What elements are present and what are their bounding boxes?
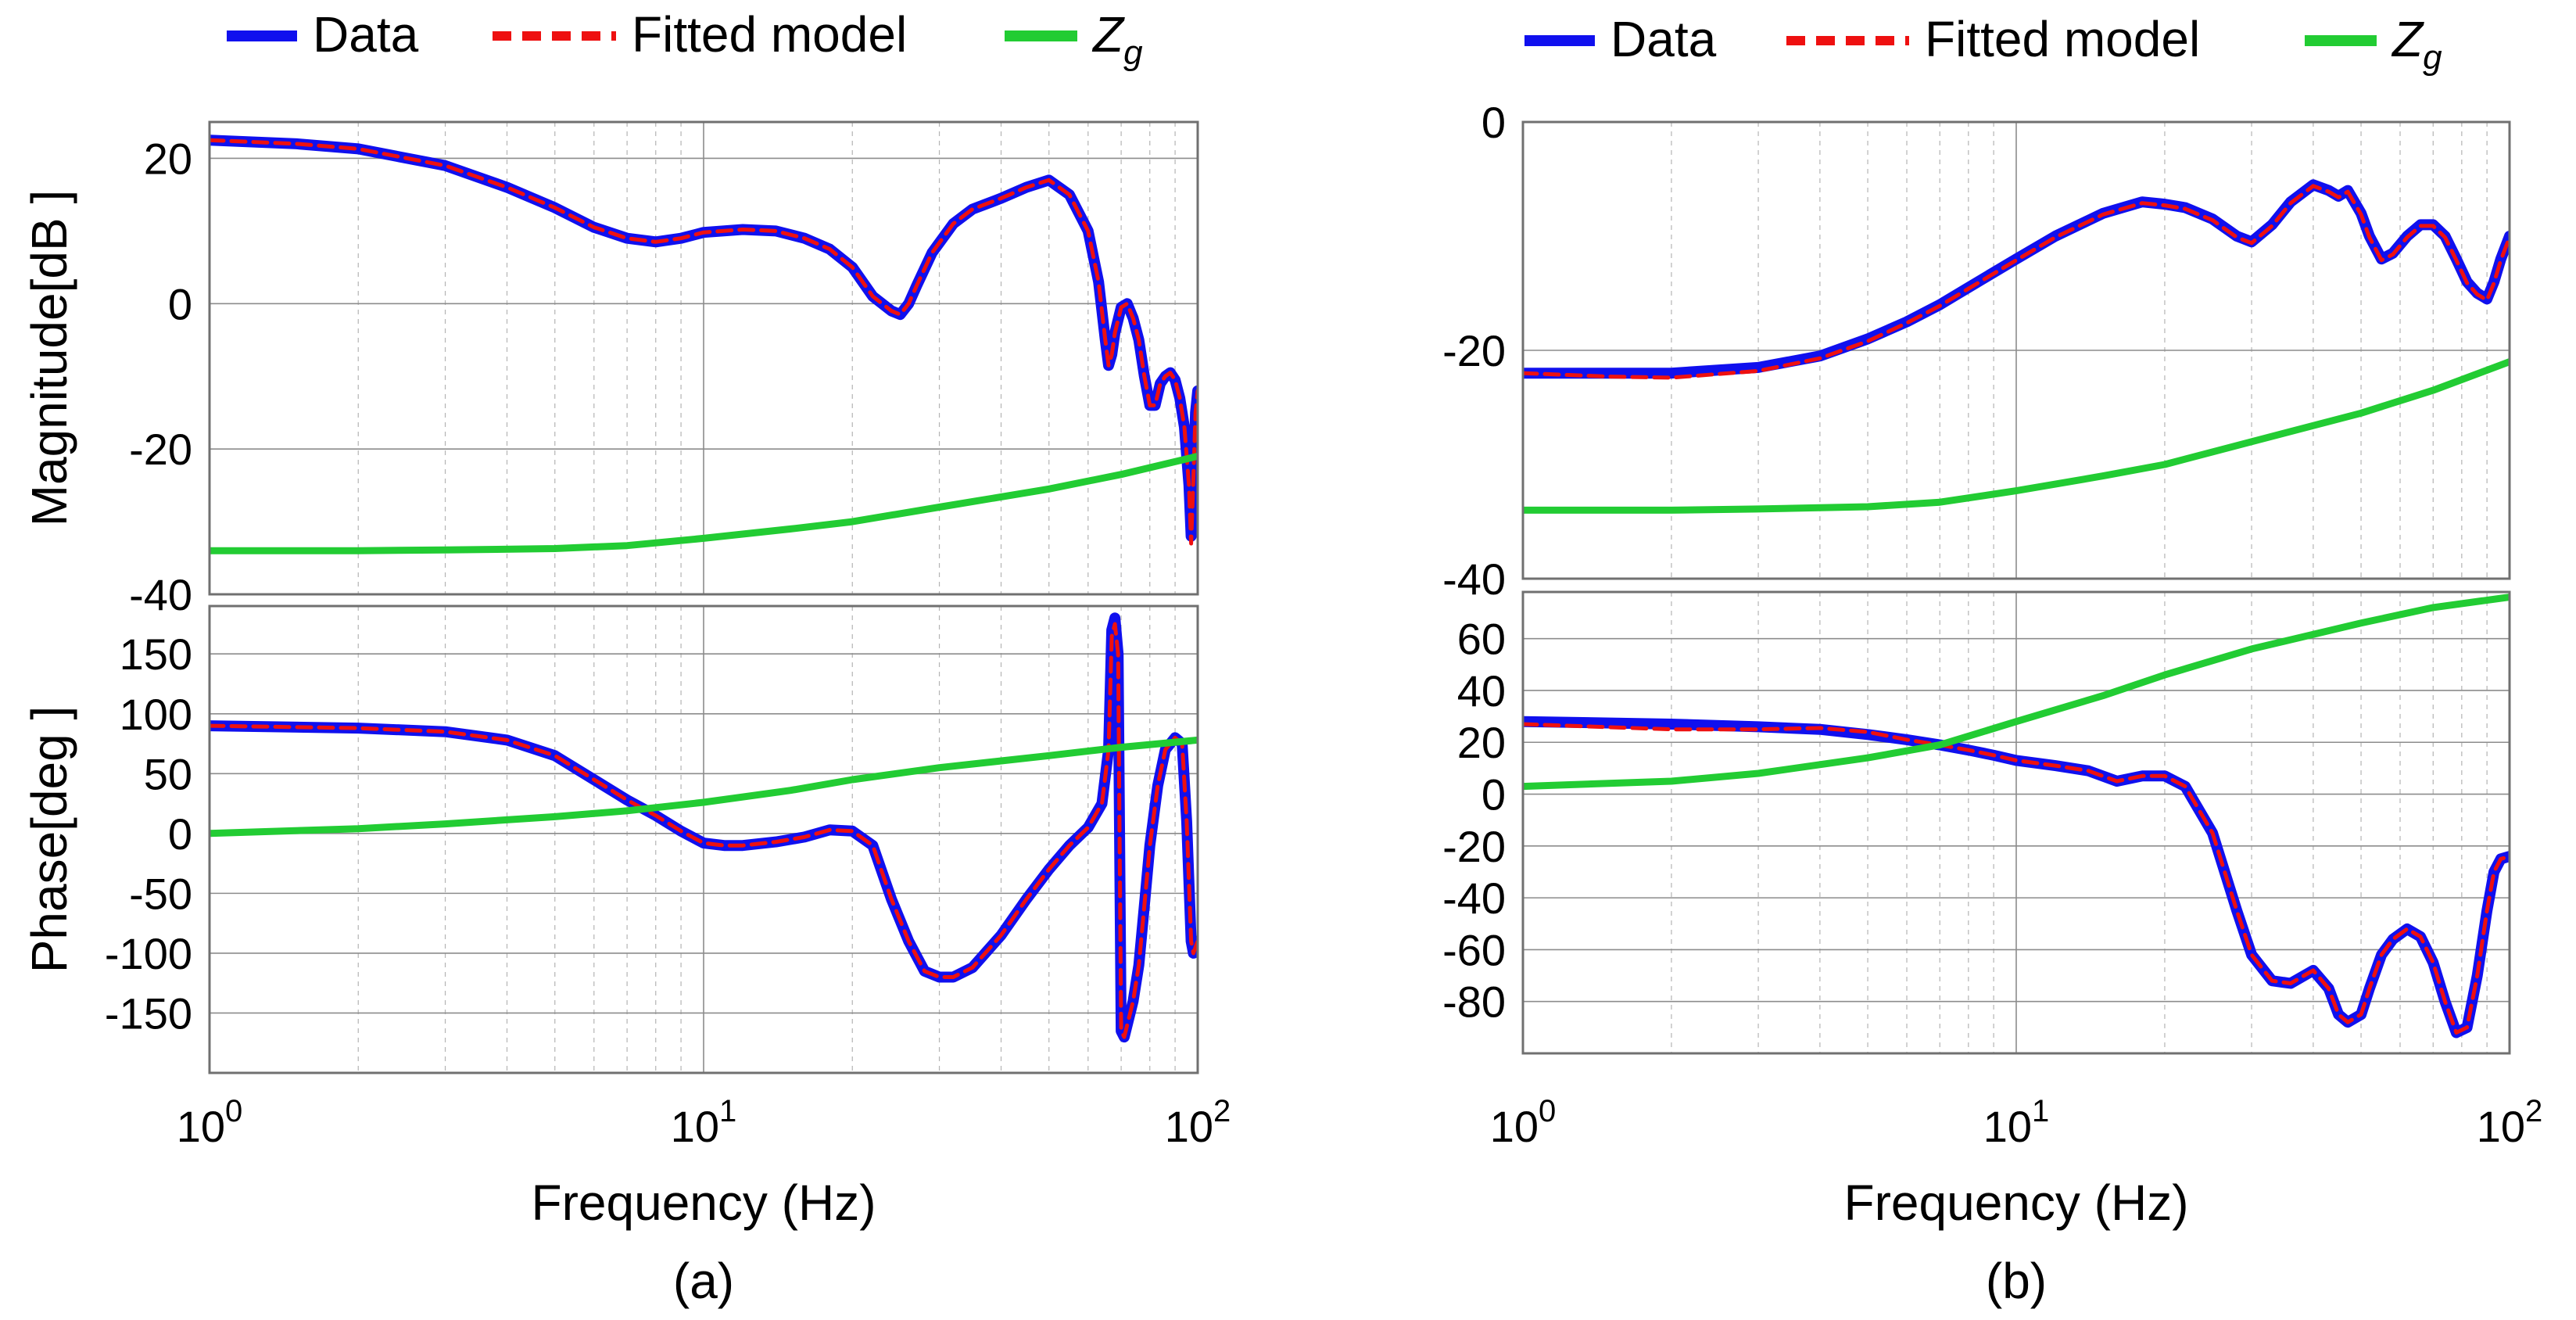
x-tick-label: 100 — [1490, 1094, 1557, 1151]
plot-frame — [1521, 120, 2511, 580]
series-line-zg — [1523, 358, 2510, 514]
y-tick-label: -20 — [1442, 822, 1506, 871]
y-axis-label: Phase[deg ] — [21, 706, 77, 974]
x-tick-label: 102 — [2477, 1094, 2543, 1151]
y-tick-label: -50 — [129, 869, 192, 918]
y-tick-label: 50 — [144, 749, 192, 798]
y-tick-label: -150 — [105, 988, 192, 1038]
legend-label: Zg — [1091, 6, 1143, 72]
magnitude-subplot: 20 0 -20 -40 Magnitude[dB ] — [21, 120, 1199, 619]
series-line-zg — [1523, 594, 2510, 791]
x-tick-label: 101 — [671, 1094, 737, 1151]
y-tick-label: 100 — [120, 690, 192, 739]
legend: Data Fitted model Zg Data Fitted model Zg — [227, 6, 2442, 77]
legend-label: Fitted model — [1925, 11, 2200, 67]
y-tick-label: 60 — [1457, 615, 1506, 664]
x-tick-label: 100 — [177, 1094, 243, 1151]
series-line-fitted-model — [210, 138, 1198, 546]
y-tick-label: 40 — [1457, 666, 1506, 716]
y-tick-label: -40 — [1442, 554, 1506, 604]
y-tick-label: 20 — [144, 134, 192, 183]
plot-frame — [208, 604, 1199, 1074]
y-tick-label: -100 — [105, 929, 192, 978]
magnitude-subplot: 0 -20 -40 — [1442, 98, 2511, 604]
y-tick-label: 20 — [1457, 718, 1506, 767]
series-line-fitted-model — [1523, 722, 2510, 1035]
y-tick-label: -40 — [1442, 873, 1506, 923]
y-axis-label: Magnitude[dB ] — [21, 190, 77, 527]
phase-subplot: 150 100 50 0 -50 -100 -150 Phase[deg ] — [21, 604, 1199, 1074]
legend-label: Zg — [2391, 11, 2442, 77]
series-line-zg — [210, 736, 1198, 838]
plot-frame — [1521, 590, 2511, 1055]
y-tick-label: -80 — [1442, 977, 1506, 1027]
legend-label: Data — [313, 6, 419, 63]
y-tick-label: -20 — [129, 425, 192, 474]
legend-a: Data Fitted model Zg — [227, 6, 1143, 72]
plot-frame — [208, 120, 1199, 596]
y-tick-label: -60 — [1442, 925, 1506, 974]
y-tick-label: 0 — [168, 279, 192, 328]
panel-caption: (b) — [1986, 1253, 2047, 1309]
y-tick-label: 0 — [1481, 770, 1506, 820]
series-line-zg — [210, 452, 1198, 554]
legend-label: Fitted model — [632, 6, 907, 63]
x-axis-label: Frequency (Hz) — [532, 1175, 876, 1231]
x-tick-label: 101 — [1983, 1094, 2050, 1151]
series-line-fitted-model — [210, 622, 1198, 1039]
y-tick-label: 0 — [168, 809, 192, 859]
legend-label: Data — [1610, 11, 1717, 67]
series-line-fitted-model — [1523, 184, 2510, 380]
x-axis-label: Frequency (Hz) — [1844, 1175, 2189, 1231]
y-tick-label: -20 — [1442, 326, 1506, 375]
y-tick-label: 0 — [1481, 98, 1506, 147]
legend-b: Data Fitted model Zg — [1524, 11, 2442, 77]
panel-caption: (a) — [673, 1253, 734, 1309]
y-tick-label: -40 — [129, 570, 192, 619]
panel-a: 20 0 -20 -40 Magnitude[dB ] 150 100 50 0 -50 -100 -… — [21, 120, 1231, 1309]
y-tick-label: 150 — [120, 630, 192, 679]
x-tick-label: 102 — [1165, 1094, 1231, 1151]
